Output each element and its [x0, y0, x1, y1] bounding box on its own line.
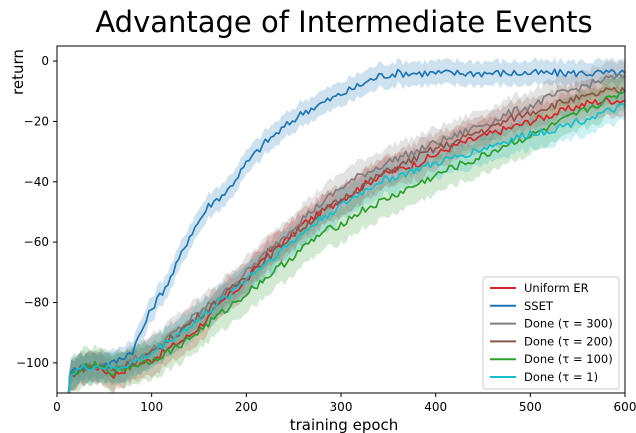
series-lines [67, 68, 626, 394]
series-line-1 [67, 96, 626, 394]
y-axis-ticks: 0 −20 −40 −60 −80 −100 [16, 54, 57, 370]
x-tick-label: 500 [519, 400, 542, 414]
x-tick-label: 400 [424, 400, 447, 414]
legend-label: SSET [524, 299, 554, 313]
legend-label: Done (τ = 1) [524, 370, 598, 384]
legend-label: Done (τ = 200) [524, 334, 613, 348]
x-tick-label: 200 [235, 400, 258, 414]
legend-label: Uniform ER [524, 281, 589, 295]
x-axis-ticks: 0 100 200 300 400 500 600 [53, 393, 636, 414]
x-tick-label: 600 [614, 400, 636, 414]
y-tick-label: −20 [24, 114, 49, 128]
x-tick-label: 0 [53, 400, 61, 414]
series-line-2 [67, 68, 626, 394]
x-tick-label: 300 [330, 400, 353, 414]
series-band-3 [68, 58, 625, 393]
chart-title: Advantage of Intermediate Events [95, 5, 592, 39]
series-band-1 [68, 82, 625, 393]
y-tick-label: −100 [16, 356, 49, 370]
y-tick-label: −80 [24, 295, 49, 309]
legend-box [482, 276, 620, 390]
y-tick-label: −40 [24, 175, 49, 189]
legend-label: Done (τ = 100) [524, 352, 613, 366]
y-tick-label: −60 [24, 235, 49, 249]
series-line-6 [67, 102, 626, 394]
x-axis-label: training epoch [290, 416, 399, 433]
x-tick-label: 100 [140, 400, 163, 414]
y-tick-label: 0 [41, 54, 49, 68]
y-axis-label: return [9, 49, 27, 95]
legend: Uniform ER SSET Done (τ = 300) Done (τ = 20… [482, 276, 620, 390]
legend-label: Done (τ = 300) [524, 317, 613, 331]
